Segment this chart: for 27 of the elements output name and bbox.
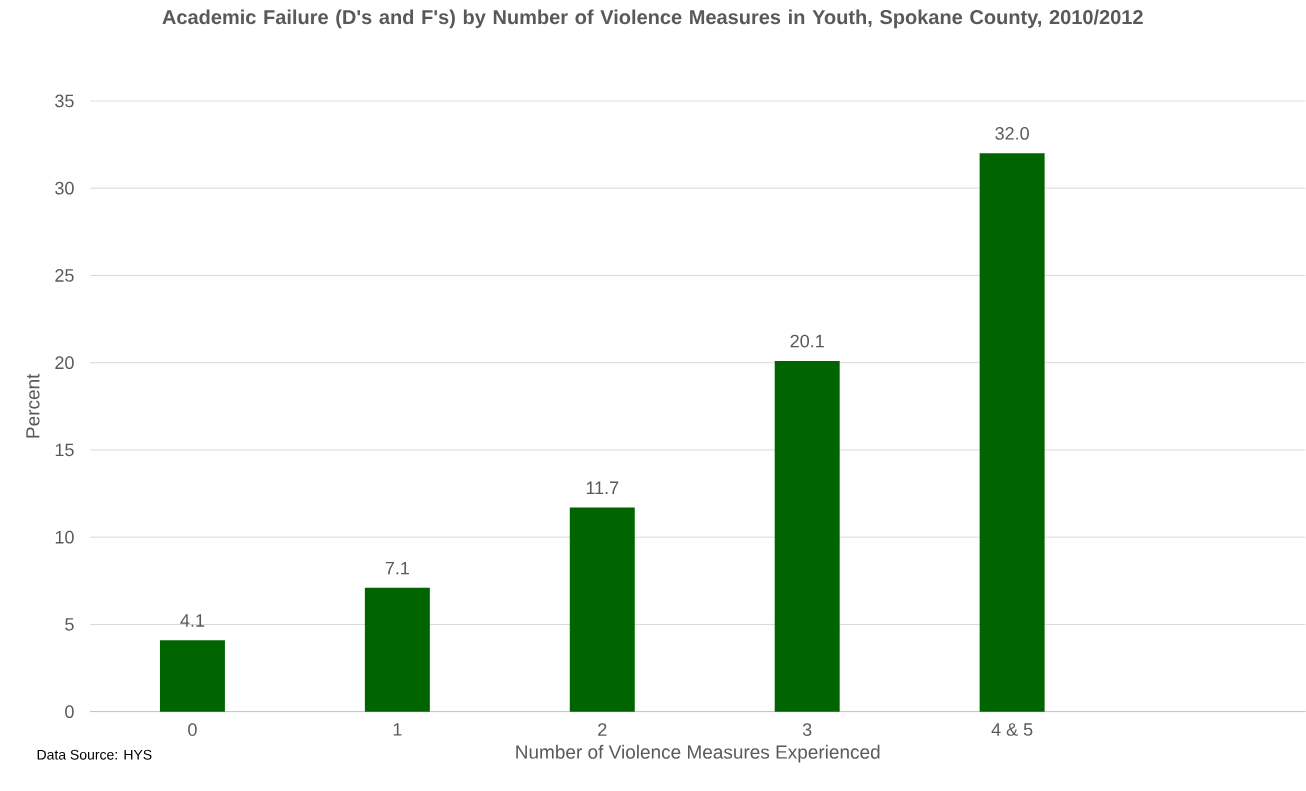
y-tick-label: 5 (65, 618, 74, 631)
chart-title: Academic Failure (D's and F's) by Number of Violence Measures in Youth, Spokane County, 2010/2012 (162, 9, 1143, 29)
y-axis-title: Percent (26, 373, 40, 438)
y-tick-label: 20 (55, 356, 74, 370)
x-tick-label: 0 (188, 723, 197, 737)
data-label: 20.1 (790, 334, 824, 348)
data-label: 11.7 (586, 481, 619, 495)
x-tick-label: 3 (802, 723, 812, 737)
x-axis-title: Number of Violence Measures Experienced (516, 744, 880, 763)
x-tick-label: 4 & 5 (991, 723, 1033, 737)
data-label: 4.1 (180, 614, 205, 627)
y-tick-label: 10 (55, 530, 74, 544)
x-tick-label: 1 (393, 723, 402, 736)
y-tick-label: 15 (55, 443, 74, 457)
source-note: Data Source: HYS (37, 749, 152, 760)
bar (979, 153, 1045, 712)
y-tick-label: 35 (55, 94, 74, 108)
data-label: 32.0 (995, 127, 1029, 140)
bar (774, 361, 840, 712)
bar (364, 587, 430, 712)
bar (569, 507, 635, 712)
x-tick-label: 2 (598, 723, 607, 736)
bar (159, 640, 225, 712)
y-tick-label: 25 (55, 269, 74, 282)
data-label: 7.1 (385, 562, 409, 575)
y-tick-label: 0 (65, 705, 74, 719)
y-tick-label: 30 (55, 181, 74, 195)
